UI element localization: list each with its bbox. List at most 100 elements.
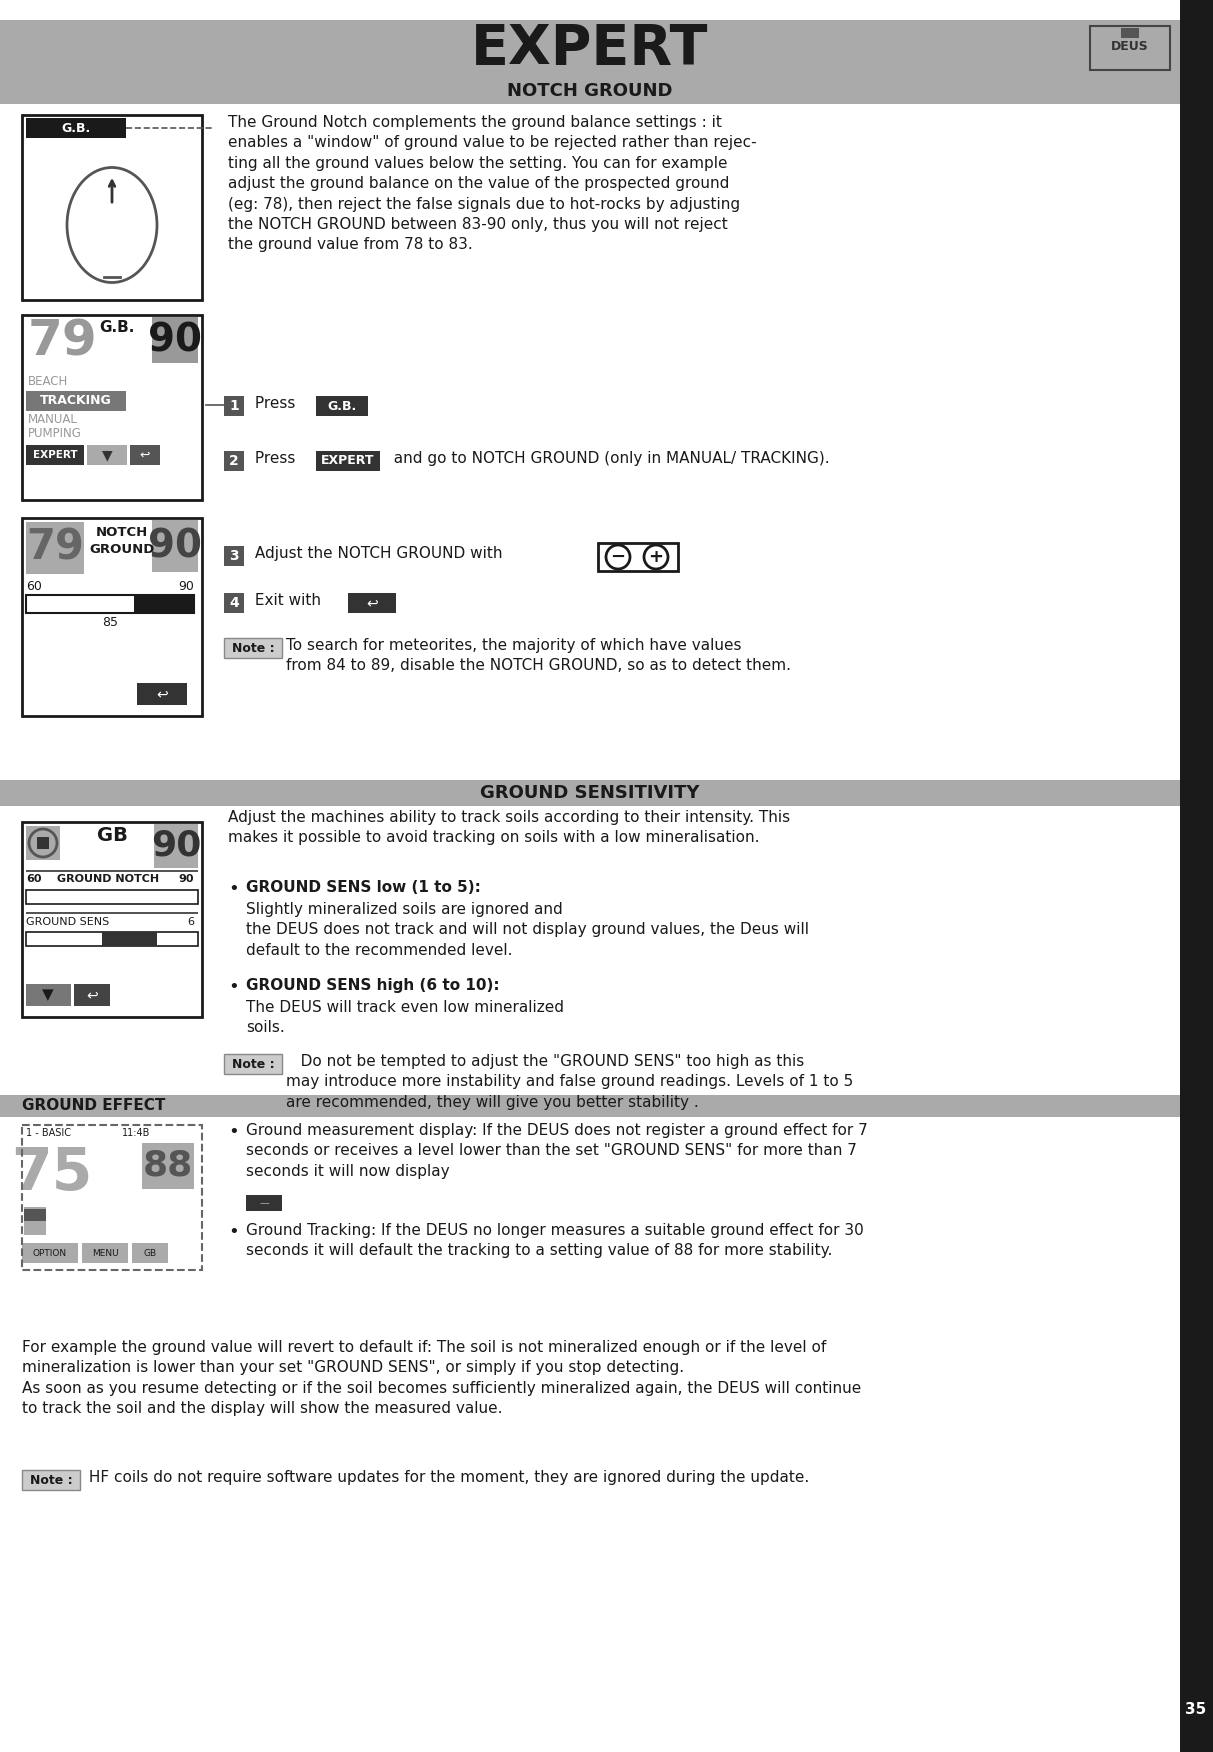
Text: G.B.: G.B. xyxy=(62,121,91,135)
Bar xyxy=(0,780,1180,806)
Text: GROUND SENSITIVITY: GROUND SENSITIVITY xyxy=(480,783,700,802)
Bar xyxy=(152,520,198,571)
Bar xyxy=(25,596,194,613)
Bar xyxy=(0,19,1180,79)
Bar xyxy=(25,890,198,904)
Bar xyxy=(22,315,203,499)
Bar xyxy=(1082,23,1178,75)
Bar xyxy=(102,932,156,946)
Bar xyxy=(25,932,198,946)
Text: OPTION: OPTION xyxy=(33,1249,67,1258)
Bar xyxy=(25,391,126,412)
Text: Slightly mineralized soils are ignored and
the DEUS does not track and will not : Slightly mineralized soils are ignored a… xyxy=(246,902,809,958)
Bar xyxy=(74,985,110,1006)
Bar xyxy=(24,1207,46,1235)
Text: NOTCH
GROUND: NOTCH GROUND xyxy=(90,526,155,555)
Bar xyxy=(25,985,72,1006)
Text: ↩: ↩ xyxy=(366,596,377,610)
Bar xyxy=(1090,26,1171,70)
Bar xyxy=(224,1055,281,1074)
Text: 6: 6 xyxy=(187,916,194,927)
Text: Exit with: Exit with xyxy=(250,592,321,608)
Bar xyxy=(22,822,203,1016)
Bar xyxy=(224,450,244,471)
Text: 79: 79 xyxy=(25,527,84,569)
Text: —: — xyxy=(260,1198,269,1207)
Bar xyxy=(25,117,126,138)
Bar xyxy=(1121,28,1139,39)
Text: Note :: Note : xyxy=(29,1473,73,1486)
Text: BEACH: BEACH xyxy=(28,375,68,387)
Text: 88: 88 xyxy=(143,1149,193,1183)
Text: PUMPING: PUMPING xyxy=(28,427,81,440)
Text: 3: 3 xyxy=(229,548,239,562)
Text: 85: 85 xyxy=(102,617,118,629)
Text: 35: 35 xyxy=(1185,1703,1207,1717)
Text: 90: 90 xyxy=(148,321,203,359)
Bar xyxy=(224,592,244,613)
Text: 60: 60 xyxy=(25,580,42,592)
Bar xyxy=(137,683,187,704)
Bar xyxy=(317,450,380,471)
Bar xyxy=(0,79,1180,103)
Text: •: • xyxy=(228,1223,239,1240)
Text: 1 - BASIC: 1 - BASIC xyxy=(25,1128,72,1139)
Text: +: + xyxy=(649,548,664,566)
Bar xyxy=(598,543,678,571)
Text: 2: 2 xyxy=(229,454,239,468)
Bar xyxy=(224,396,244,415)
Text: ▼: ▼ xyxy=(102,449,113,463)
Text: G.B.: G.B. xyxy=(99,321,135,335)
Text: •: • xyxy=(228,880,239,899)
Text: NOTCH GROUND: NOTCH GROUND xyxy=(507,82,673,100)
Bar xyxy=(24,1209,46,1221)
Bar xyxy=(22,1125,203,1270)
Bar xyxy=(87,445,127,464)
Text: To search for meteorites, the majority of which have values
from 84 to 89, disab: To search for meteorites, the majority o… xyxy=(286,638,791,673)
Bar xyxy=(224,547,244,566)
Text: EXPERT: EXPERT xyxy=(33,450,78,461)
Text: G.B.: G.B. xyxy=(328,399,357,412)
Text: For example the ground value will revert to default if: The soil is not minerali: For example the ground value will revert… xyxy=(22,1340,861,1416)
Text: 79: 79 xyxy=(28,319,98,366)
Text: EXPERT: EXPERT xyxy=(321,454,375,468)
Bar xyxy=(25,522,84,575)
Text: 1: 1 xyxy=(229,399,239,413)
Text: 60: 60 xyxy=(25,874,41,885)
Bar xyxy=(25,445,84,464)
Text: GROUND NOTCH: GROUND NOTCH xyxy=(57,874,159,885)
Text: Ground measurement display: If the DEUS does not register a ground effect for 7
: Ground measurement display: If the DEUS … xyxy=(246,1123,867,1179)
Text: GROUND EFFECT: GROUND EFFECT xyxy=(22,1099,165,1114)
Bar xyxy=(25,825,59,860)
Bar xyxy=(133,596,194,613)
Text: GROUND SENS: GROUND SENS xyxy=(25,916,109,927)
Text: Adjust the NOTCH GROUND with: Adjust the NOTCH GROUND with xyxy=(250,547,502,561)
Text: MENU: MENU xyxy=(92,1249,119,1258)
Bar xyxy=(38,837,49,850)
Text: Do not be tempted to adjust the "GROUND SENS" too high as this
may introduce mor: Do not be tempted to adjust the "GROUND … xyxy=(286,1055,853,1109)
Text: The DEUS will track even low mineralized
soils.: The DEUS will track even low mineralized… xyxy=(246,1000,564,1035)
Text: GROUND SENS low (1 to 5):: GROUND SENS low (1 to 5): xyxy=(246,880,480,895)
Bar xyxy=(317,396,368,415)
Bar xyxy=(0,0,1180,19)
Text: 90: 90 xyxy=(150,829,201,864)
Bar xyxy=(152,317,198,363)
Text: 11:4B: 11:4B xyxy=(123,1128,150,1139)
Bar xyxy=(22,1242,78,1263)
Bar xyxy=(246,1195,281,1211)
Text: Note :: Note : xyxy=(232,1058,274,1070)
Bar xyxy=(142,1142,194,1190)
Text: The Ground Notch complements the ground balance settings : it
enables a "window": The Ground Notch complements the ground … xyxy=(228,116,757,252)
Text: Note :: Note : xyxy=(232,641,274,655)
Text: GB: GB xyxy=(143,1249,156,1258)
Bar xyxy=(0,1095,1180,1118)
Bar xyxy=(224,638,281,659)
Text: GROUND SENS high (6 to 10):: GROUND SENS high (6 to 10): xyxy=(246,978,500,993)
Bar xyxy=(22,1470,80,1489)
Text: Press: Press xyxy=(250,396,296,412)
Text: ↩: ↩ xyxy=(156,687,167,701)
Bar xyxy=(1180,0,1213,1752)
Bar xyxy=(130,445,160,464)
Bar xyxy=(348,592,395,613)
Bar xyxy=(22,519,203,717)
